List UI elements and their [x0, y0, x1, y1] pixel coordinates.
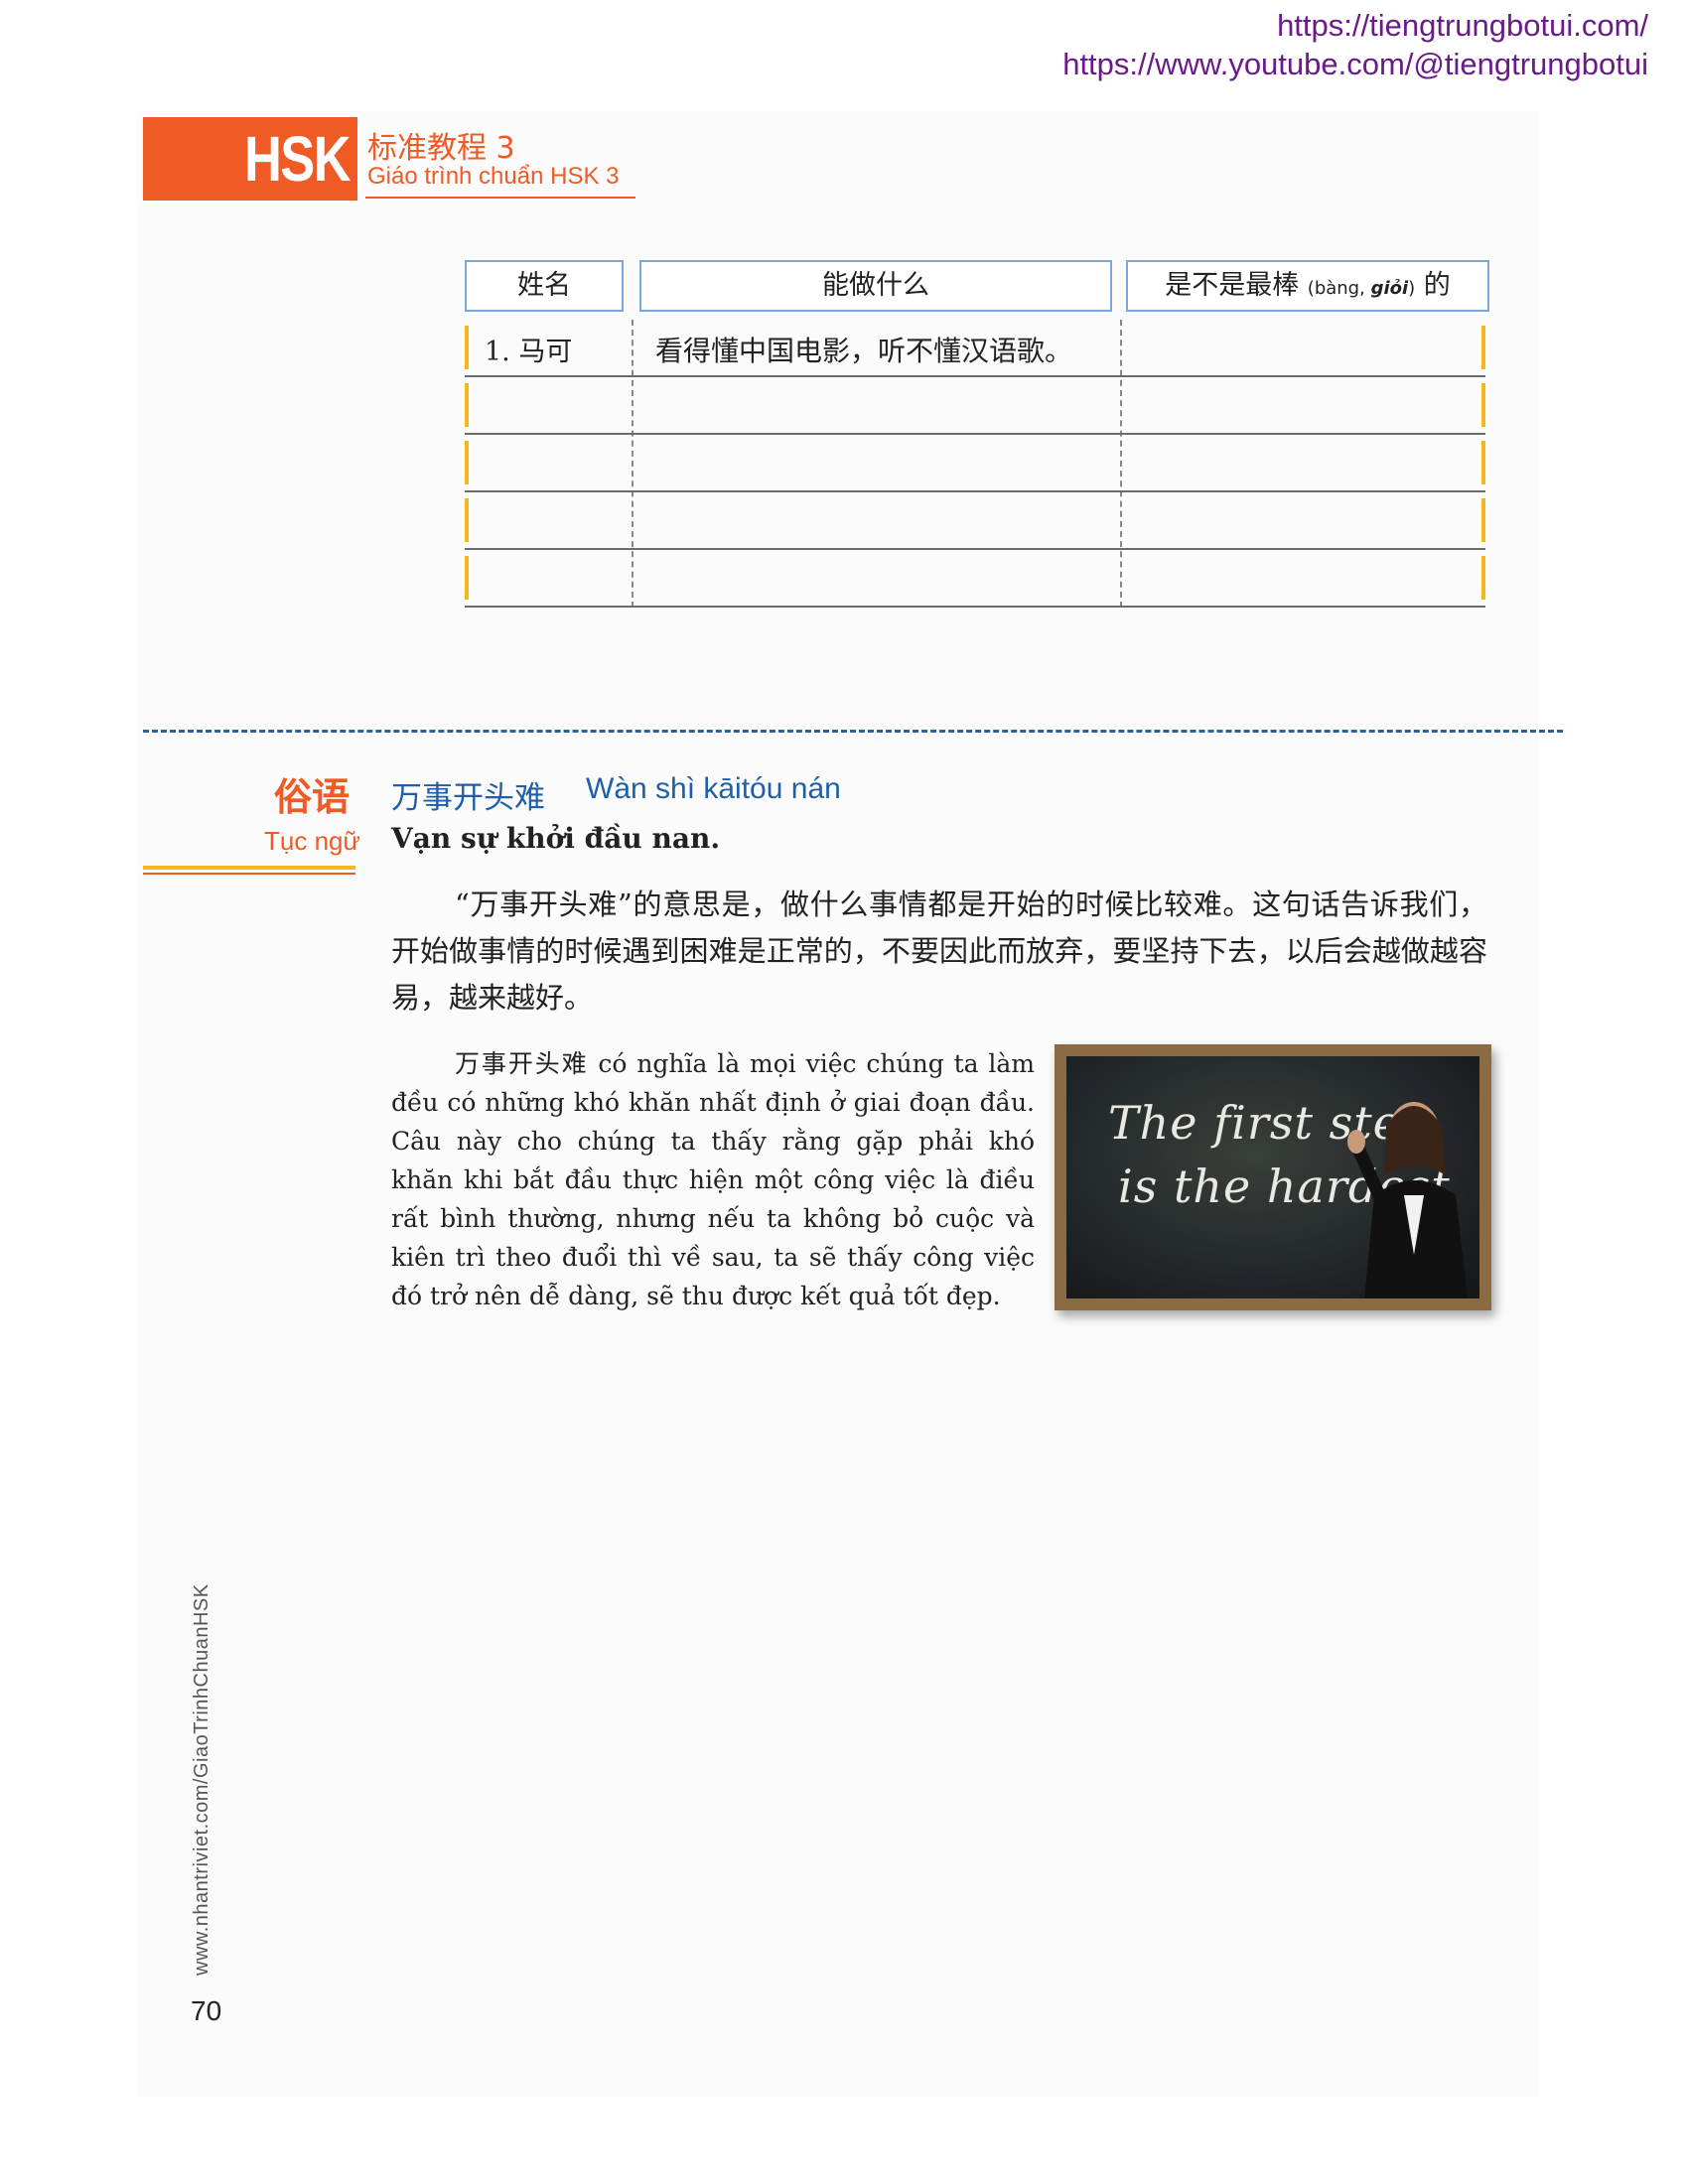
- row-marker: [465, 498, 469, 542]
- header-underline: [365, 197, 635, 199]
- row-line: [465, 490, 1485, 492]
- row-line: [465, 548, 1485, 550]
- table-header-best-suffix: 的: [1423, 270, 1451, 301]
- row-marker: [1481, 556, 1485, 600]
- table-row: [465, 492, 1485, 550]
- watermark-links: https://tiengtrungbotui.com/ https://www…: [1062, 6, 1648, 83]
- row-marker: [1481, 326, 1485, 369]
- book-title-cn: 标准教程 3: [367, 131, 515, 166]
- chalk-line-1: The first step: [1108, 1096, 1432, 1150]
- proverb-label-vn: Tục ngữ: [264, 826, 360, 856]
- site-link[interactable]: https://tiengtrungbotui.com/: [1277, 8, 1648, 43]
- teacher-figure: [1347, 1102, 1468, 1298]
- hsk-logo-box: [143, 117, 357, 201]
- table-row: [465, 435, 1485, 492]
- youtube-link[interactable]: https://www.youtube.com/@tiengtrungbotui: [1062, 47, 1648, 81]
- table-row: [465, 550, 1485, 608]
- page-number: 70: [191, 1995, 222, 2026]
- row-marker: [1481, 441, 1485, 484]
- row-marker: [465, 441, 469, 484]
- proverb-title-vn: Vạn sự khởi đầu nan.: [391, 822, 721, 855]
- proverb-explanation-vn: 万事开头难 có nghĩa là mọi việc chúng ta làm …: [391, 1049, 1035, 1310]
- chalkboard: The first step is the hardest: [1066, 1056, 1479, 1298]
- table-header-can: 能做什么: [639, 260, 1112, 312]
- row-marker: [465, 383, 469, 427]
- book-title-vn: Giáo trình chuẩn HSK 3: [367, 163, 620, 190]
- proverb-explanation-cn: “万事开头难”的意思是，做什么事情都是开始的时候比较难。这句话告诉我们，开始做事…: [391, 887, 1487, 1015]
- hsk-logo-text: HSK: [244, 123, 352, 195]
- row-marker: [1481, 498, 1485, 542]
- table-header-name-label: 姓名: [517, 270, 571, 301]
- table-row: 1. 马可 看得懂中国电影，听不懂汉语歌。: [465, 320, 1485, 377]
- cell-name: 1. 马可: [485, 337, 573, 367]
- label-rule: [143, 873, 355, 875]
- row-marker: [465, 556, 469, 600]
- section-divider: [143, 730, 1563, 733]
- table-row: [465, 377, 1485, 435]
- proverb-title-cn: 万事开头难: [391, 780, 545, 816]
- row-marker: [1481, 383, 1485, 427]
- table-header-best-pinyin: (bàng,: [1307, 278, 1371, 299]
- row-line: [465, 375, 1485, 377]
- column-divider: [632, 320, 633, 608]
- survey-table: 1. 马可 看得懂中国电影，听不懂汉语歌。: [465, 320, 1485, 608]
- column-divider: [1120, 320, 1122, 608]
- row-marker: [465, 326, 469, 369]
- proverb-pinyin: Wàn shì kāitóu nán: [586, 772, 841, 805]
- row-line: [465, 433, 1485, 435]
- row-line: [465, 606, 1485, 608]
- table-header-best-vn: giỏi: [1370, 278, 1409, 299]
- proverb-label-cn: 俗语: [274, 775, 351, 819]
- cell-can: 看得懂中国电影，听不懂汉语歌。: [655, 335, 1073, 367]
- chalkboard-image: The first step is the hardest: [1055, 1044, 1491, 1310]
- table-header-best: 是不是最棒 (bàng, giỏi) 的: [1126, 260, 1489, 312]
- table-header-name: 姓名: [465, 260, 624, 312]
- table-header-can-label: 能做什么: [822, 270, 929, 301]
- table-header-best-label: 是不是最棒: [1165, 270, 1300, 301]
- side-url: www.nhantriviet.com/GiaoTrinhChuanHSK: [191, 1583, 212, 1976]
- label-rule: [143, 866, 355, 870]
- table-header-best-close: ): [1408, 278, 1416, 299]
